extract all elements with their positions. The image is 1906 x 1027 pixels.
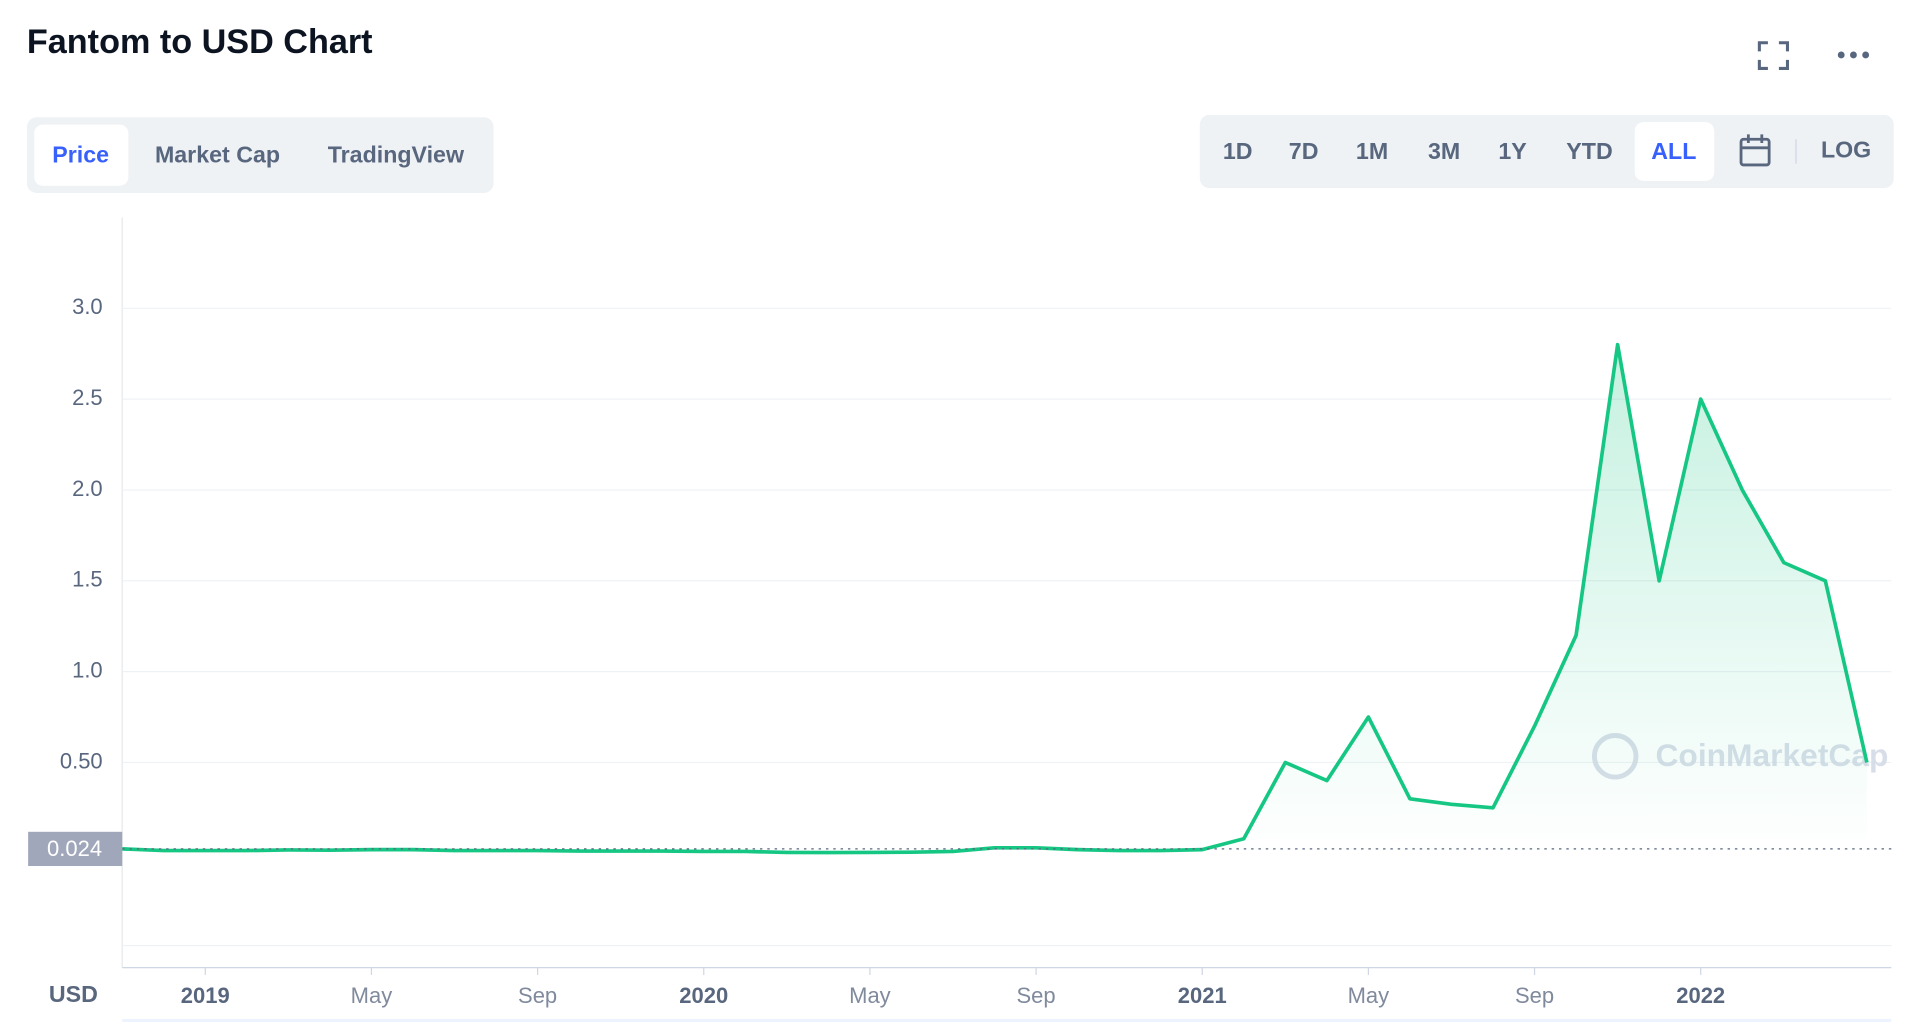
price-line [122, 342, 1869, 855]
tab-active [34, 124, 129, 186]
y-tick-label: 0.50 [60, 748, 103, 773]
more-icon[interactable] [1837, 51, 1870, 59]
tab[interactable]: Price [52, 142, 109, 168]
x-tick-label: Sep [518, 983, 557, 1008]
price-label: 0.024 [47, 836, 102, 861]
x-tick-label: May [1348, 983, 1390, 1008]
calendar-icon[interactable] [1739, 134, 1771, 167]
range-bar [1199, 114, 1894, 189]
range-button[interactable]: 7D [1289, 138, 1319, 164]
y-tick-label: 2.5 [72, 385, 103, 410]
range-button[interactable]: 1Y [1498, 138, 1527, 164]
x-tick-label: 2022 [1676, 983, 1725, 1008]
fullscreen-icon[interactable] [1757, 41, 1789, 70]
y-tick-label: 1.0 [72, 657, 103, 682]
log-toggle[interactable]: LOG [1821, 137, 1871, 163]
range-active [1634, 122, 1715, 181]
range-button[interactable]: YTD [1566, 138, 1612, 164]
y-tick-label: 3.0 [72, 294, 103, 319]
x-tick-label: 2021 [1178, 983, 1227, 1008]
range-button[interactable]: 1M [1356, 138, 1388, 164]
x-tick-label: Sep [1515, 983, 1554, 1008]
range-button[interactable]: 1D [1223, 138, 1253, 164]
range-slider[interactable] [122, 1018, 1892, 1023]
x-tick-label: 2019 [181, 983, 230, 1008]
currency-label: USD [49, 981, 98, 1007]
y-tick-label: 1.5 [72, 567, 103, 592]
range-button[interactable]: ALL [1651, 138, 1696, 164]
tab-bar [26, 117, 494, 194]
area [122, 344, 1867, 854]
range-button[interactable]: 3M [1428, 138, 1460, 164]
tab[interactable]: Market Cap [155, 142, 280, 168]
x-tick-label: May [849, 983, 891, 1008]
price-label-bg [28, 831, 123, 867]
title: Fantom to USD Chart [27, 23, 373, 61]
x-tick-label: May [351, 983, 393, 1008]
y-tick-label: 2.0 [72, 476, 103, 501]
x-tick-label: Sep [1017, 983, 1056, 1008]
x-tick-label: 2020 [679, 983, 728, 1008]
tab[interactable]: TradingView [328, 142, 465, 168]
